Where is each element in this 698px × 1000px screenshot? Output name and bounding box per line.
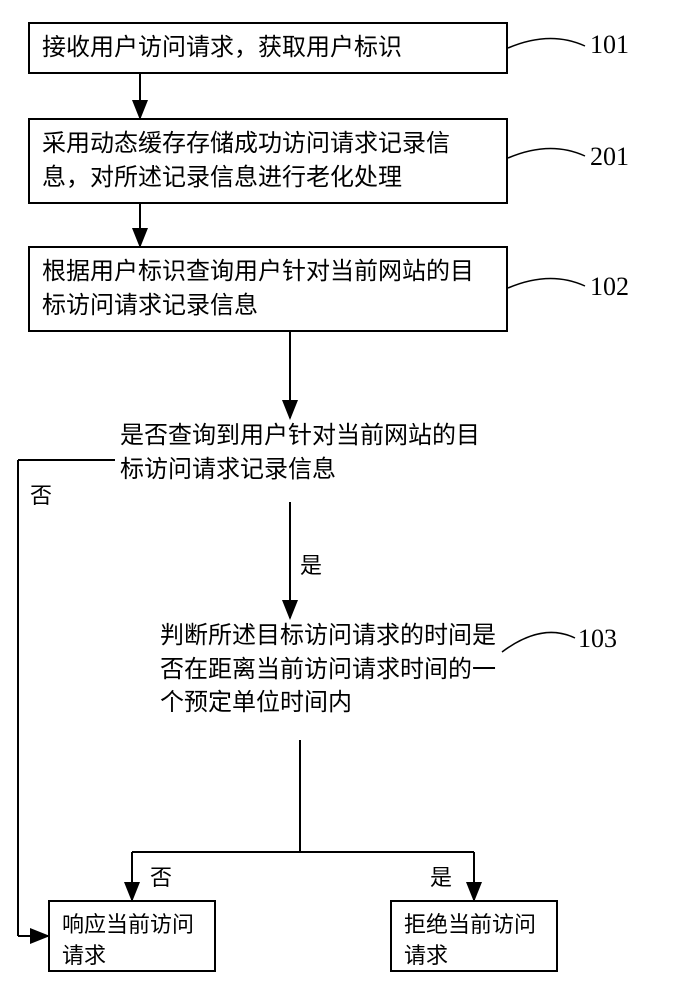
- label-103: 103: [578, 624, 617, 654]
- node-reject-text: 拒绝当前访问请求: [404, 912, 536, 968]
- label-no-1: 否: [30, 478, 52, 510]
- label-101: 101: [590, 30, 629, 60]
- label-yes-2: 是: [430, 860, 452, 892]
- node-accept: 响应当前访问请求: [48, 900, 216, 972]
- node-201-text: 采用动态缓存存储成功访问请求记录信息，对所述记录信息进行老化处理: [42, 131, 450, 191]
- decision-2: 判断所述目标访问请求的时间是否在距离当前访问请求时间的一个预定单位时间内: [160, 620, 500, 721]
- node-201: 采用动态缓存存储成功访问请求记录信息，对所述记录信息进行老化处理: [28, 118, 508, 204]
- decision-2-text: 判断所述目标访问请求的时间是否在距离当前访问请求时间的一个预定单位时间内: [160, 623, 496, 716]
- node-101: 接收用户访问请求，获取用户标识: [28, 22, 508, 74]
- label-no-2: 否: [150, 860, 172, 892]
- label-102: 102: [590, 272, 629, 302]
- label-yes-1: 是: [300, 548, 322, 580]
- node-accept-text: 响应当前访问请求: [62, 912, 194, 968]
- node-102: 根据用户标识查询用户针对当前网站的目标访问请求记录信息: [28, 246, 508, 332]
- node-reject: 拒绝当前访问请求: [390, 900, 558, 972]
- node-102-text: 根据用户标识查询用户针对当前网站的目标访问请求记录信息: [42, 259, 474, 319]
- label-201: 201: [590, 142, 629, 172]
- decision-1: 是否查询到用户针对当前网站的目标访问请求记录信息: [120, 420, 480, 487]
- decision-1-text: 是否查询到用户针对当前网站的目标访问请求记录信息: [120, 423, 480, 483]
- node-101-text: 接收用户访问请求，获取用户标识: [42, 35, 402, 61]
